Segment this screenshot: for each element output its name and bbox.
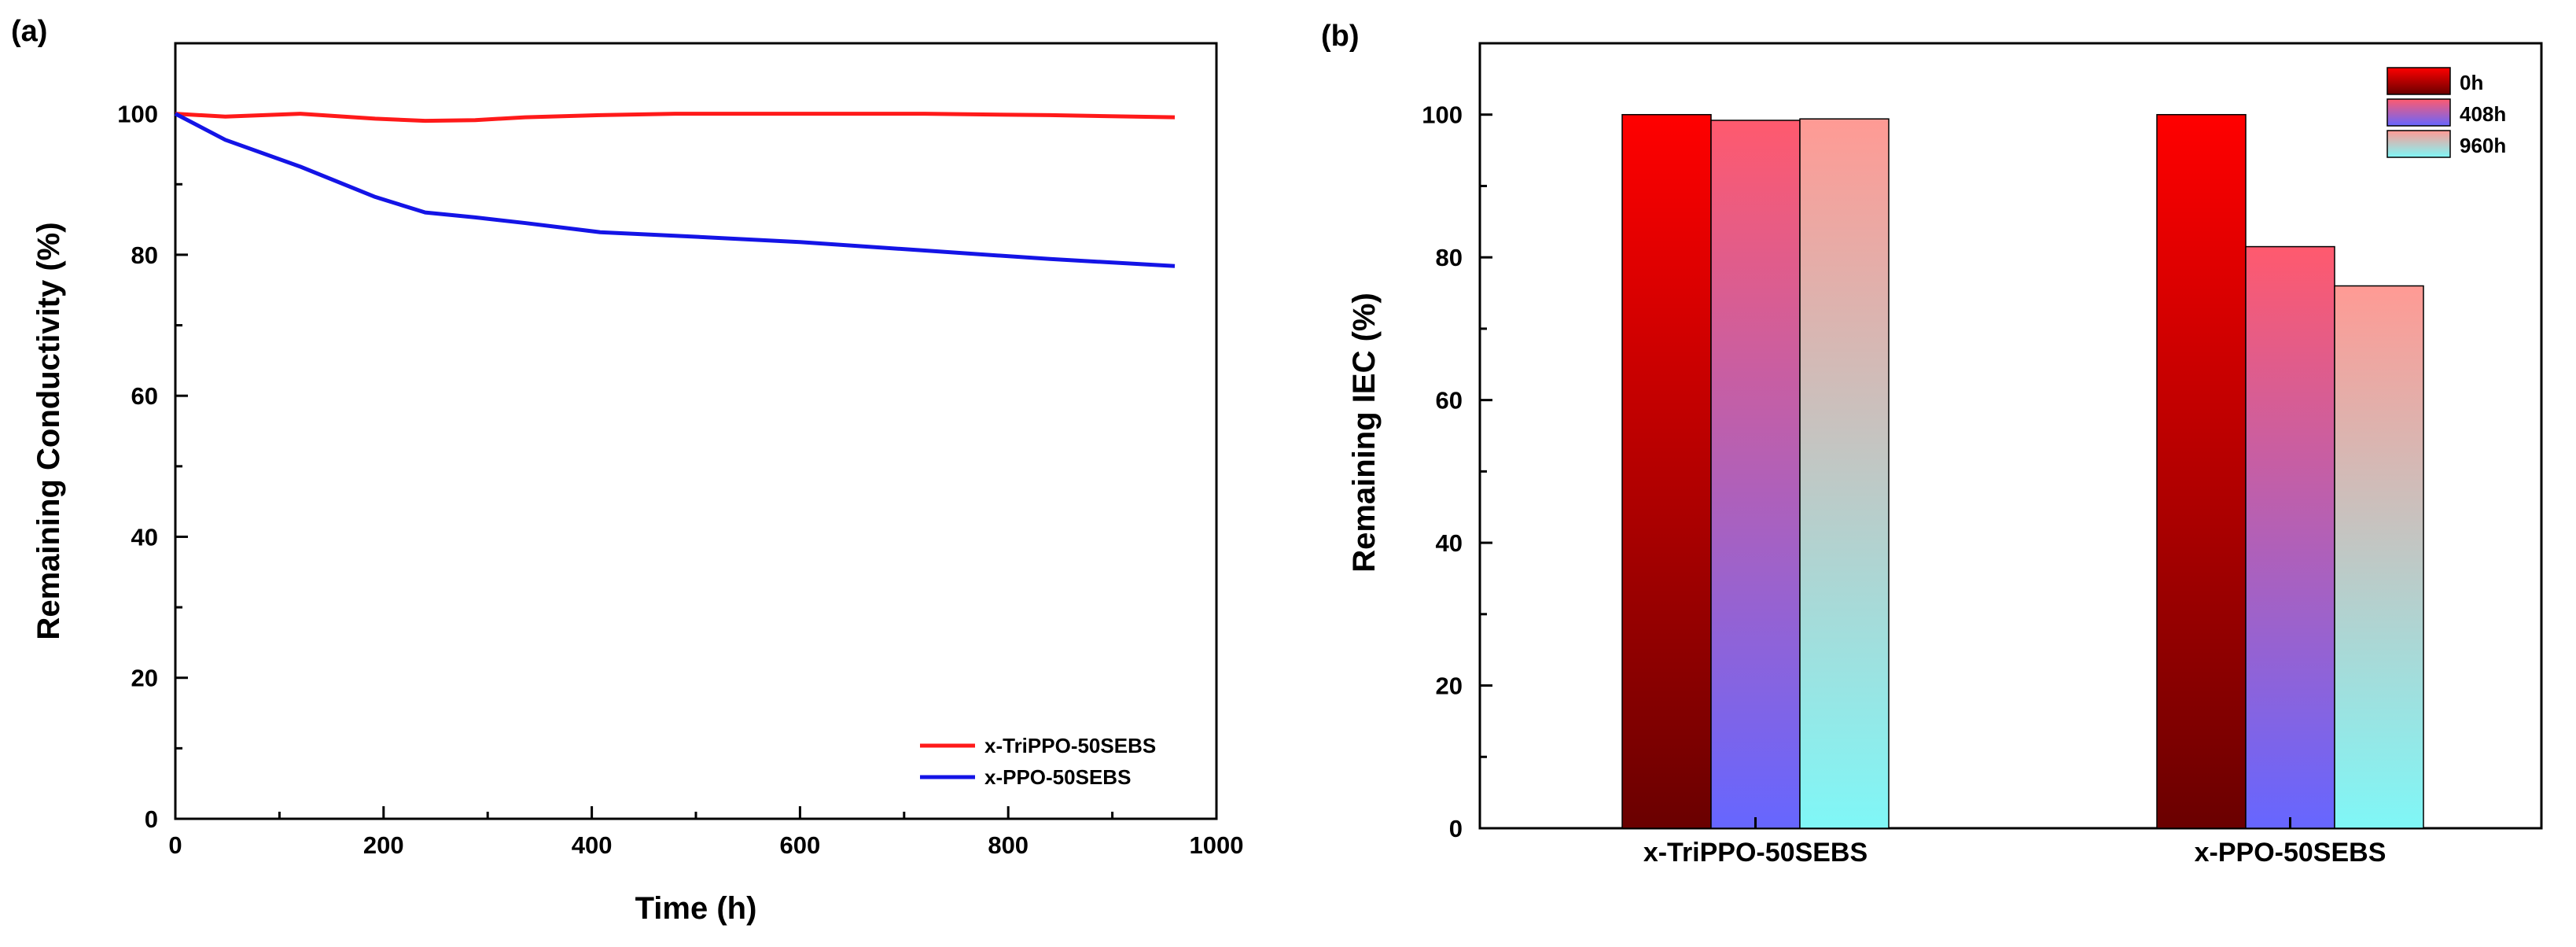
panel-b-y-tick-label: 40 xyxy=(1436,529,1463,557)
panel-b-bar-chart: (b) 0 20 40 60 80 100 x-TriPPO-50SEBS x-PPO-50… xyxy=(1321,20,2543,868)
panel-a-label: (a) xyxy=(11,15,47,48)
panel-a-y-tick-label: 100 xyxy=(117,101,158,128)
panel-a-plot-frame xyxy=(174,42,1218,820)
panel-a-y-tick-label: 20 xyxy=(131,665,158,692)
panel-a-x-tick-label: 400 xyxy=(572,831,613,859)
legend-label: x-TriPPO-50SEBS xyxy=(984,734,1156,757)
series-line-x-ppo-50sebs xyxy=(174,112,1176,268)
panel-a-x-tick-label: 1000 xyxy=(1190,831,1244,859)
panel-b-y-tick-label: 100 xyxy=(1422,101,1463,129)
panel-a-y-axis-title: Remaining Conductivity (%) xyxy=(31,222,66,639)
panel-a-y-tick-label: 60 xyxy=(131,382,158,410)
panel-a-x-tick-label: 200 xyxy=(363,831,404,859)
bar-960h-x-trippo-50sebs xyxy=(1799,118,1890,829)
panel-b-plot-frame xyxy=(1478,42,2543,830)
panel-a-y-tick-label: 40 xyxy=(131,523,158,551)
bar-960h-x-ppo-50sebs xyxy=(2334,285,2424,829)
legend-swatch xyxy=(2386,98,2451,127)
panel-a-x-tick-label: 800 xyxy=(988,831,1029,859)
panel-a-y-tick-label: 80 xyxy=(131,241,158,269)
panel-a-line-chart: (a) 0 200 400 600 800 1000 0 20 40 60 80 100 x-TriP… xyxy=(11,15,1243,926)
bar-408h-x-trippo-50sebs xyxy=(1710,120,1801,829)
panel-b-y-axis-title: Remaining IEC (%) xyxy=(1347,293,1382,573)
panel-a-y-tick-label: 0 xyxy=(145,805,158,833)
bar-408h-x-ppo-50sebs xyxy=(2245,245,2335,829)
panel-a-x-tick-label: 600 xyxy=(780,831,821,859)
bar-0h-x-ppo-50sebs xyxy=(2156,113,2247,829)
legend-swatch xyxy=(2386,67,2451,95)
panel-b-y-tick-label: 60 xyxy=(1436,387,1463,415)
series-line-x-trippo-50sebs xyxy=(175,112,1176,123)
panel-b-y-tick-label: 80 xyxy=(1436,244,1463,271)
bar-0h-x-trippo-50sebs xyxy=(1621,113,1712,829)
panel-b-y-tick-label: 20 xyxy=(1436,672,1463,700)
panel-b-category-label: x-PPO-50SEBS xyxy=(2195,838,2386,868)
legend-label: 0h xyxy=(2460,71,2483,94)
panel-b-category-label: x-TriPPO-50SEBS xyxy=(1643,838,1868,868)
legend-swatch xyxy=(2386,130,2451,158)
legend-label: 408h xyxy=(2460,102,2506,126)
legend-label: 960h xyxy=(2460,134,2506,157)
legend-label: x-PPO-50SEBS xyxy=(984,765,1131,789)
panel-a-x-tick-label: 0 xyxy=(168,831,182,859)
panel-b-y-tick-label: 0 xyxy=(1449,815,1463,842)
panel-a-x-axis-title: Time (h) xyxy=(635,891,757,926)
panel-b-label: (b) xyxy=(1321,20,1360,53)
